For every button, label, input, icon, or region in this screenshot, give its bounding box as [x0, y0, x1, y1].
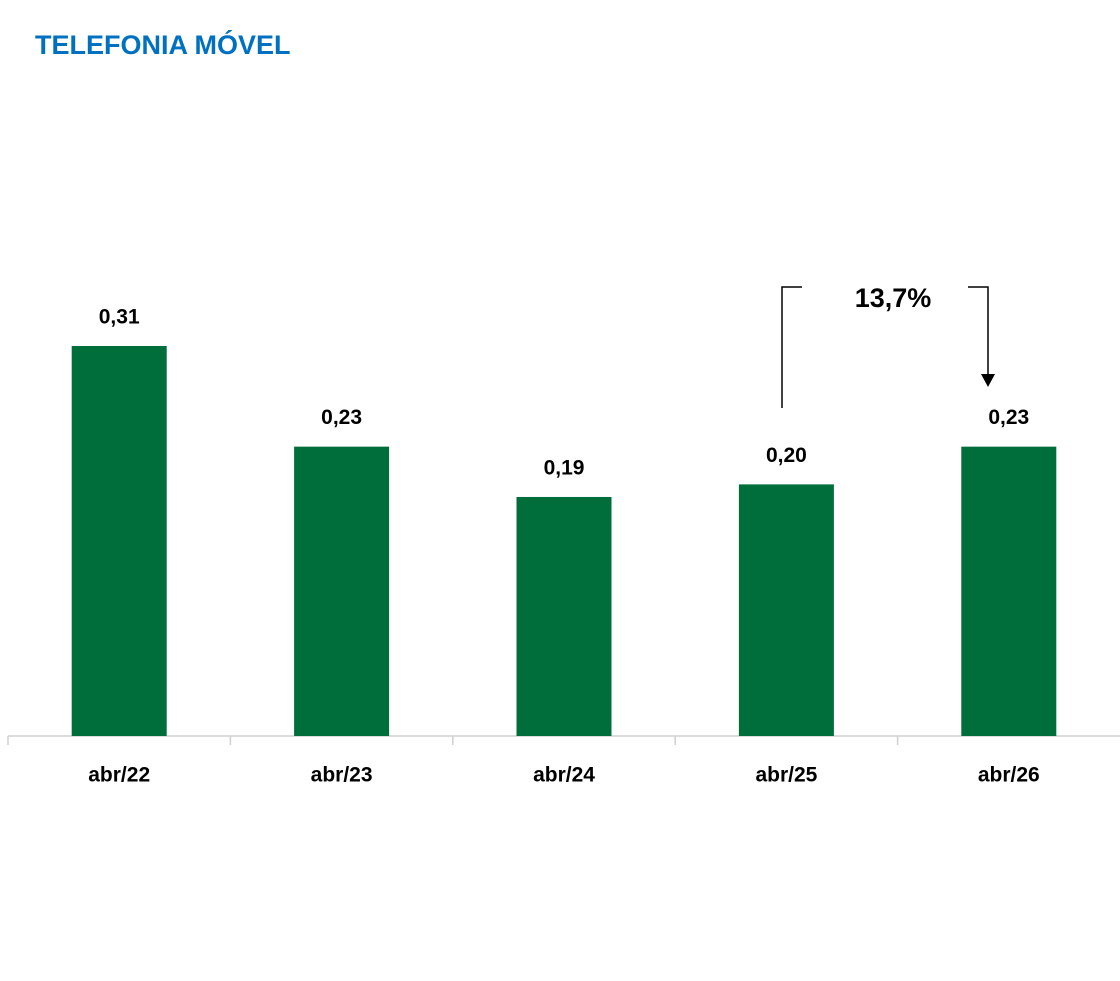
chart-title: TELEFONIA MÓVEL	[35, 29, 291, 60]
value-label: 0,31	[99, 306, 140, 329]
value-label: 0,20	[766, 444, 807, 467]
x-tick-label: abr/22	[88, 764, 150, 787]
annotation-bracket	[781, 286, 989, 408]
annotation-arrow	[981, 374, 995, 387]
bar	[516, 496, 612, 736]
bar	[71, 346, 167, 736]
value-label: 0,23	[988, 406, 1029, 429]
x-tick-label: abr/25	[755, 764, 817, 787]
bar	[738, 484, 834, 736]
x-tick-label: abr/23	[311, 764, 373, 787]
annotation: 13,7%	[855, 283, 932, 313]
bar	[961, 446, 1057, 736]
bar	[294, 446, 390, 736]
value-label: 0,19	[544, 457, 585, 480]
x-tick-label: abr/24	[533, 764, 595, 787]
x-tick-label: abr/26	[978, 764, 1040, 787]
value-label: 0,23	[321, 406, 362, 429]
